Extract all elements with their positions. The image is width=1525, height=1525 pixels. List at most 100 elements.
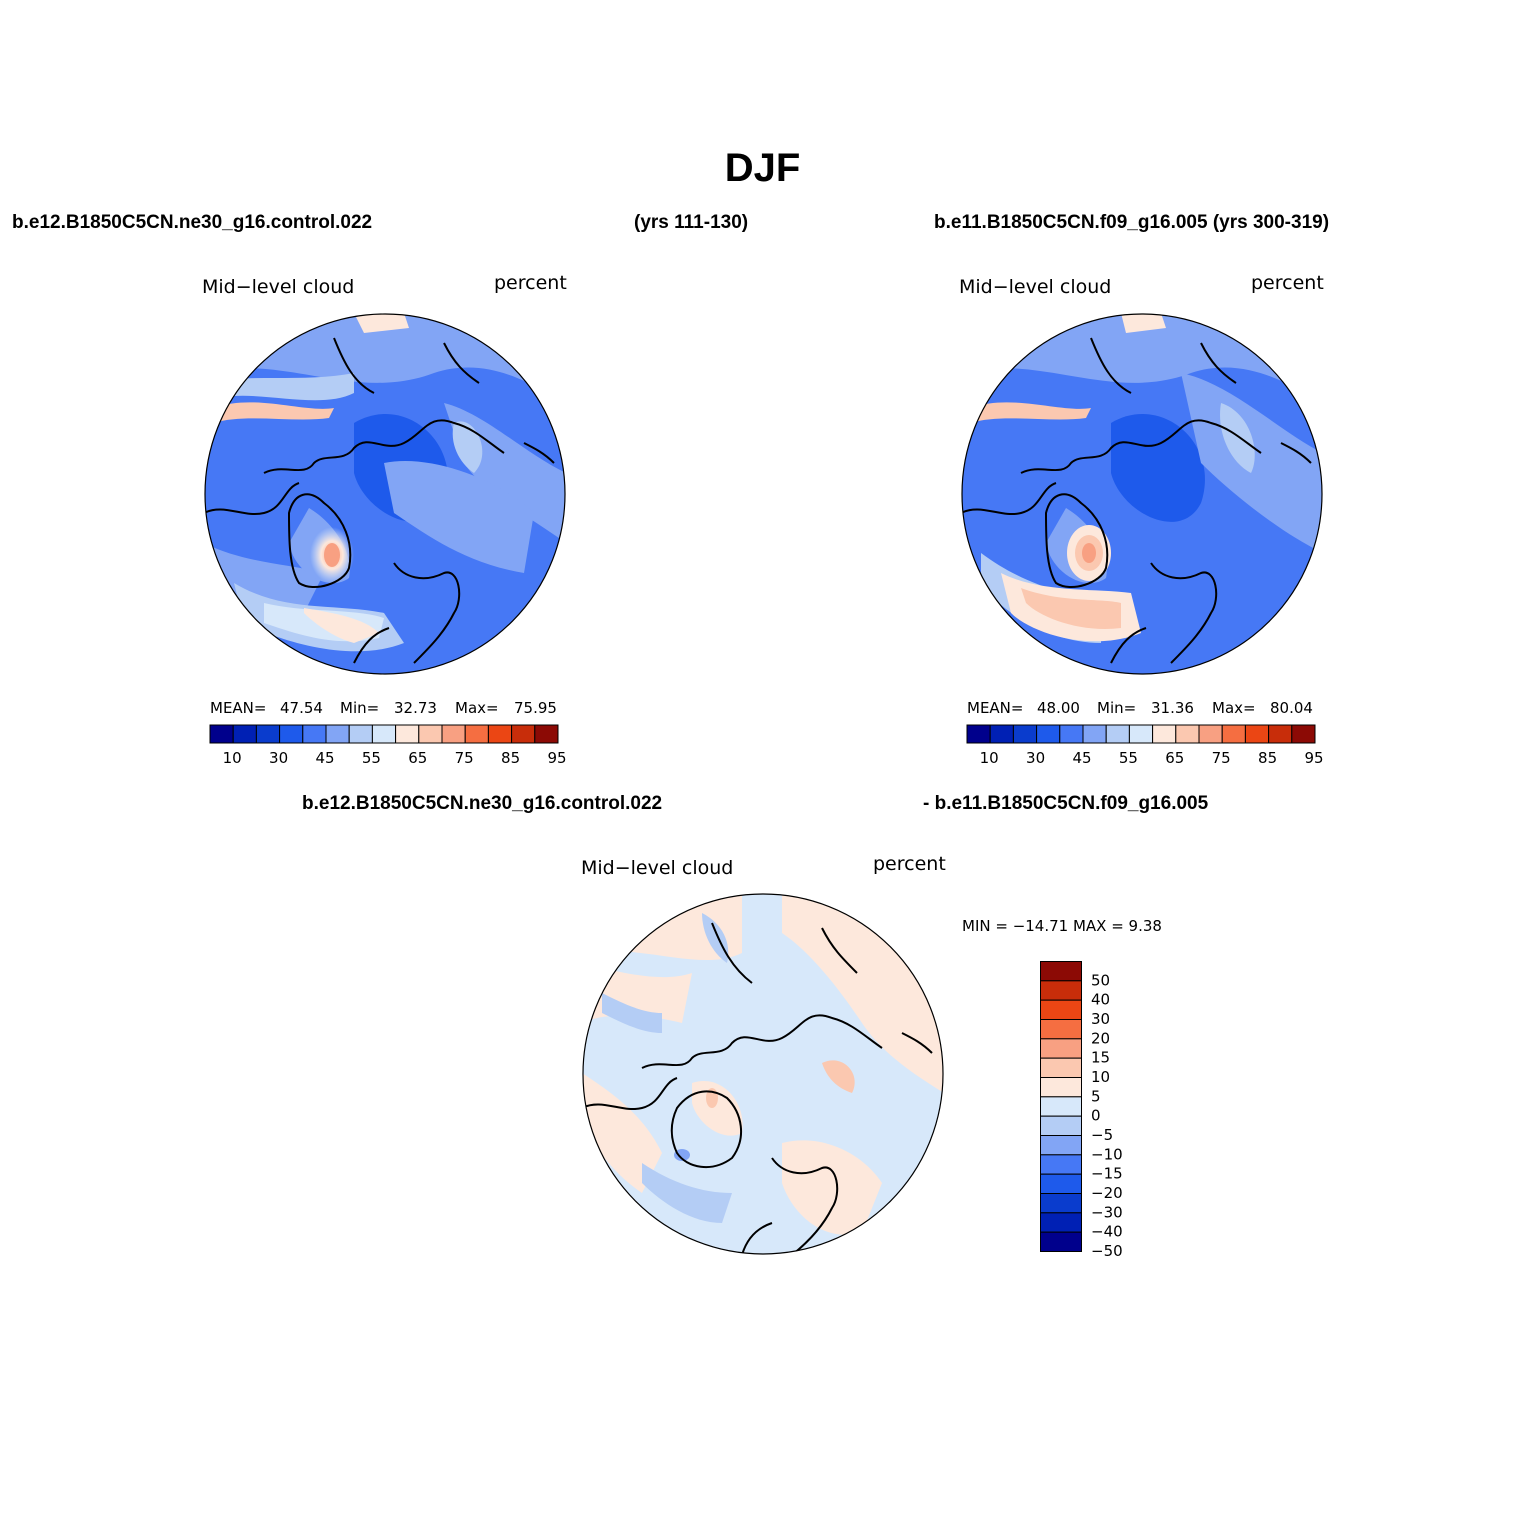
panel2-colorbar-swatch [1244,724,1270,744]
difference-colorbar-tick-label: 5 [1091,1087,1101,1105]
panel1-colorbar-swatch [302,724,327,744]
panel2-min-label: Min= [1097,699,1137,717]
panel1-colorbar-swatch [534,724,559,744]
difference-colorbar-swatch [1040,1019,1082,1040]
case2-title: b.e11.B1850C5CN.f09_g16.005 (yrs 300-319… [934,212,1330,233]
panel2-units-label: percent [1251,272,1324,294]
panel1-colorbar-swatch [325,724,350,744]
difference-colorbar-tick-label: −5 [1091,1126,1113,1144]
difference-colorbar-tick-label: 10 [1091,1068,1110,1086]
panel2-polar-map [961,313,1323,675]
panel2-colorbar-tick-label: 65 [1165,749,1184,767]
panel1-colorbar-tick-label: 45 [315,749,334,767]
difference-colorbar-swatch [1040,1077,1082,1098]
difference-colorbar-tick-label: 30 [1091,1010,1110,1028]
panel2-variable-label: Mid−level cloud [959,276,1112,298]
difference-colorbar-swatch [1040,999,1082,1021]
panel2-colorbar-swatch [1268,724,1293,744]
panel2-colorbar-swatch [989,724,1014,744]
panel1-variable-label: Mid−level cloud [202,276,355,298]
panel1-colorbar-swatch [487,724,513,744]
panel2-colorbar: 10 30 45 55 65 75 85 95 [966,724,1324,767]
difference-colorbar-tick-label: −50 [1091,1242,1123,1260]
panel2-colorbar-tick-label: 75 [1212,749,1231,767]
panel1-colorbar-swatch [348,724,373,744]
panel2-min-value: 31.36 [1151,699,1194,717]
difference-colorbar-tick-label: 50 [1091,971,1110,989]
panel2-colorbar-swatch [1059,724,1084,744]
difference-colorbar-swatch [1040,961,1082,982]
panel2-colorbar-tick-label: 95 [1304,749,1323,767]
panel1-colorbar-swatch [395,724,420,744]
case1-title: b.e12.B1850C5CN.ne30_g16.control.022 [12,212,373,233]
panel1-colorbar-swatch [511,724,536,744]
difference-colorbar-swatch [1040,1096,1082,1117]
panel2-colorbar-tick-label: 10 [980,749,999,767]
difference-colorbar-tick-label: −40 [1091,1223,1123,1241]
difference-polar-map [582,893,944,1255]
panel1-colorbar-swatch [441,724,466,744]
panel1-colorbar-tick-label: 30 [269,749,288,767]
panel1-colorbar-tick-label: 85 [501,749,520,767]
panel2-colorbar-swatch [1105,724,1130,744]
difference-colorbar-swatch [1040,1038,1082,1059]
panel1-colorbar-tick-label: 10 [223,749,242,767]
difference-colorbar-swatch [1040,1057,1082,1078]
panel2-colorbar-tick-label: 30 [1026,749,1045,767]
diff-case1-title: b.e12.B1850C5CN.ne30_g16.control.022 [302,793,663,814]
panel2-colorbar-tick-label: 55 [1119,749,1138,767]
panel2-colorbar-swatch [1175,724,1200,744]
panel2-max-label: Max= [1212,699,1256,717]
panel2-colorbar-swatch [1198,724,1223,744]
panel1-colorbar-tick-label: 65 [408,749,427,767]
panel1-colorbar-swatch [209,724,234,744]
difference-colorbar-swatch [1040,1231,1082,1252]
panel2-mean-label: MEAN= [967,699,1024,717]
difference-colorbar-swatch [1040,1212,1082,1233]
panel1-min-value: 32.73 [394,699,437,717]
panel1-mean-value: 47.54 [280,699,323,717]
difference-colorbar-tick-label: −30 [1091,1203,1123,1221]
panel1-colorbar-tick-label: 55 [362,749,381,767]
difference-colorbar-tick-label: −20 [1091,1184,1123,1202]
diff-units-label: percent [873,853,946,875]
panel1-max-value: 75.95 [514,699,557,717]
difference-colorbar-tick-label: 20 [1091,1029,1110,1047]
difference-colorbar-swatch [1040,1115,1082,1137]
panel2-colorbar-swatch [1082,724,1107,744]
panel2-colorbar-tick-label: 85 [1258,749,1277,767]
panel2-colorbar-swatch [1291,724,1316,744]
panel1-colorbar: 10 30 45 55 65 75 85 95 [209,724,567,767]
panel1-colorbar-swatch [371,724,397,744]
difference-colorbar-tick-label: −15 [1091,1165,1123,1183]
diff-minmax-text: MIN = −14.71 MAX = 9.38 [962,917,1162,935]
difference-colorbar-swatch [1040,1173,1082,1195]
panel1-colorbar-tick-label: 75 [455,749,474,767]
difference-colorbar-tick-label: 0 [1091,1107,1101,1125]
difference-colorbar-swatch [1040,1193,1082,1214]
case1-years: (yrs 111-130) [634,212,749,233]
panel2-colorbar-swatch [1036,724,1061,744]
panel1-polar-map [204,313,566,675]
panel1-colorbar-swatch [255,724,281,744]
panel1-colorbar-swatch [279,724,304,744]
difference-colorbar-swatch [1040,980,1082,1001]
panel2-colorbar-swatch [1012,724,1038,744]
panel1-colorbar-tick-label: 95 [547,749,566,767]
diff-case2-title: - b.e11.B1850C5CN.f09_g16.005 [923,793,1209,814]
main-title: DJF [724,146,801,190]
panel1-colorbar-swatch [418,724,443,744]
panel1-colorbar-swatch [232,724,257,744]
difference-colorbar-swatch [1040,1135,1082,1156]
difference-colorbar-tick-label: 15 [1091,1049,1110,1067]
difference-colorbar-swatch [1040,1154,1082,1175]
panel2-max-value: 80.04 [1270,699,1313,717]
panel1-min-label: Min= [340,699,380,717]
panel1-mean-label: MEAN= [210,699,267,717]
panel2-colorbar-swatch [1221,724,1246,744]
panel2-mean-value: 48.00 [1037,699,1080,717]
difference-colorbar-tick-label: −10 [1091,1145,1123,1163]
panel2-colorbar-swatch [1128,724,1154,744]
difference-colorbar-tick-label: 40 [1091,991,1110,1009]
